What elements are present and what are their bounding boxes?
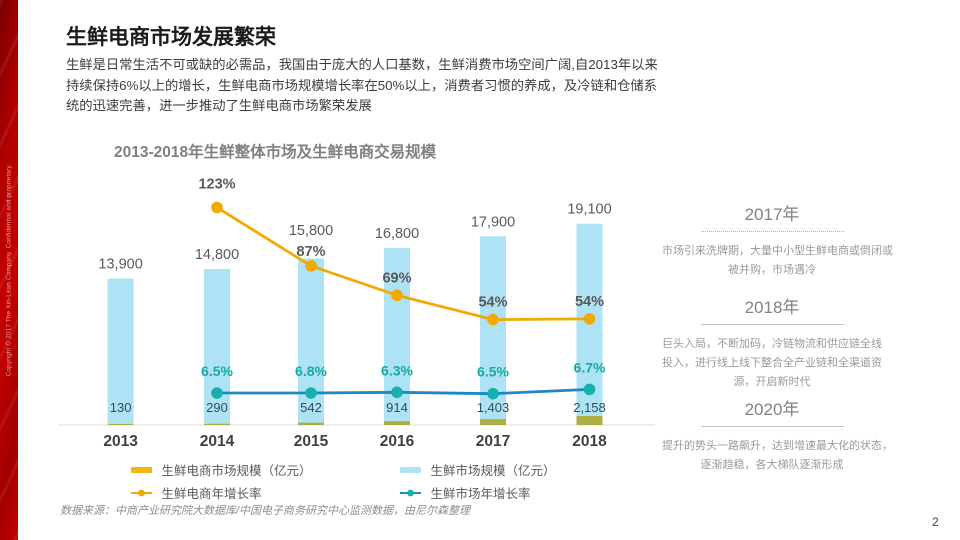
svg-text:6.7%: 6.7% [574,359,606,375]
svg-text:6.5%: 6.5% [477,364,509,380]
svg-text:19,100: 19,100 [567,202,611,218]
svg-text:13,900: 13,900 [98,257,142,273]
svg-text:54%: 54% [478,295,507,311]
svg-text:2,158: 2,158 [573,400,606,415]
svg-text:123%: 123% [198,177,235,193]
svg-text:14,800: 14,800 [195,247,239,263]
svg-text:15,800: 15,800 [289,223,333,239]
svg-text:1,403: 1,403 [477,400,510,415]
svg-text:130: 130 [110,400,132,415]
svg-text:914: 914 [386,400,408,415]
svg-text:6.8%: 6.8% [295,363,327,379]
svg-text:54%: 54% [575,294,604,310]
svg-text:6.3%: 6.3% [381,362,413,378]
svg-text:16,800: 16,800 [375,226,419,242]
svg-text:2015: 2015 [294,433,329,450]
svg-text:290: 290 [206,400,228,415]
svg-text:17,900: 17,900 [471,214,515,230]
svg-text:2014: 2014 [200,433,235,450]
svg-text:2018: 2018 [572,433,607,450]
svg-text:2013: 2013 [103,433,138,450]
svg-text:2017: 2017 [476,433,510,450]
svg-text:2016: 2016 [380,433,415,450]
svg-text:69%: 69% [382,270,411,286]
svg-text:87%: 87% [296,244,325,260]
svg-text:542: 542 [300,400,322,415]
svg-text:6.5%: 6.5% [201,363,233,379]
